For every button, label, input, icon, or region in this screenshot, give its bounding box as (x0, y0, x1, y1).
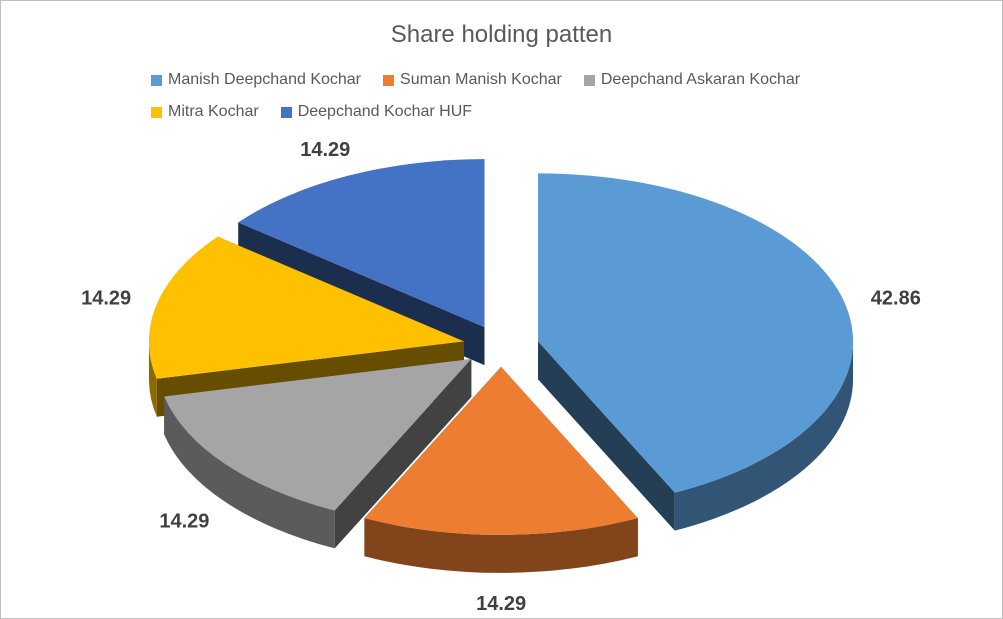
legend-label-huf: Deepchand Kochar HUF (297, 103, 473, 120)
legend-swatch-deepchand-askaran (583, 74, 595, 86)
pie-slice-0 (538, 173, 854, 531)
pie-slice-1 (364, 366, 638, 573)
legend-label-manish: Manish Deepchand Kochar (168, 71, 362, 88)
pie-slice-2 (164, 359, 472, 549)
pie-slice-top-2 (164, 359, 472, 511)
pie-slice-top-0 (538, 173, 854, 493)
pie-slice-top-3 (148, 236, 464, 379)
data-label-1: 14.29 (476, 593, 526, 615)
data-label-4: 14.29 (300, 139, 350, 161)
pie-slice-rim-3 (148, 341, 157, 417)
pie-slice-rim-2 (164, 396, 335, 549)
legend-item-mitra: Mitra Kochar (151, 103, 259, 121)
data-label-3: 14.29 (81, 287, 131, 309)
legend: Manish Deepchand Kochar Suman Manish Koc… (151, 71, 881, 121)
pie-slice-wall-0-1 (538, 341, 675, 531)
legend-swatch-huf (280, 106, 292, 118)
chart-title: Share holding patten (390, 21, 613, 48)
legend-item-deepchand-askaran: Deepchand Askaran Kochar (583, 71, 801, 89)
pie-slice-wall-2-0 (334, 359, 472, 549)
legend-item-suman: Suman Manish Kochar (383, 71, 562, 89)
pie-slice-rim-1 (364, 518, 638, 573)
legend-swatch-mitra (151, 106, 162, 118)
legend-item-manish: Manish Deepchand Kochar (151, 71, 361, 89)
legend-swatch-suman (383, 74, 395, 86)
legend-item-huf: Deepchand Kochar HUF (280, 103, 473, 121)
data-label-0: 42.86 (871, 287, 921, 309)
legend-label-deepchand-askaran: Deepchand Askaran Kochar (600, 71, 801, 88)
pie-slice-top-4 (238, 159, 485, 328)
legend-swatch-manish (151, 74, 162, 86)
legend-label-mitra: Mitra Kochar (168, 103, 259, 120)
legend-label-suman: Suman Manish Kochar (400, 71, 562, 88)
pie-slice-rim-0 (674, 341, 854, 531)
data-label-2: 14.29 (159, 511, 209, 533)
pie-slice-top-1 (364, 366, 638, 535)
